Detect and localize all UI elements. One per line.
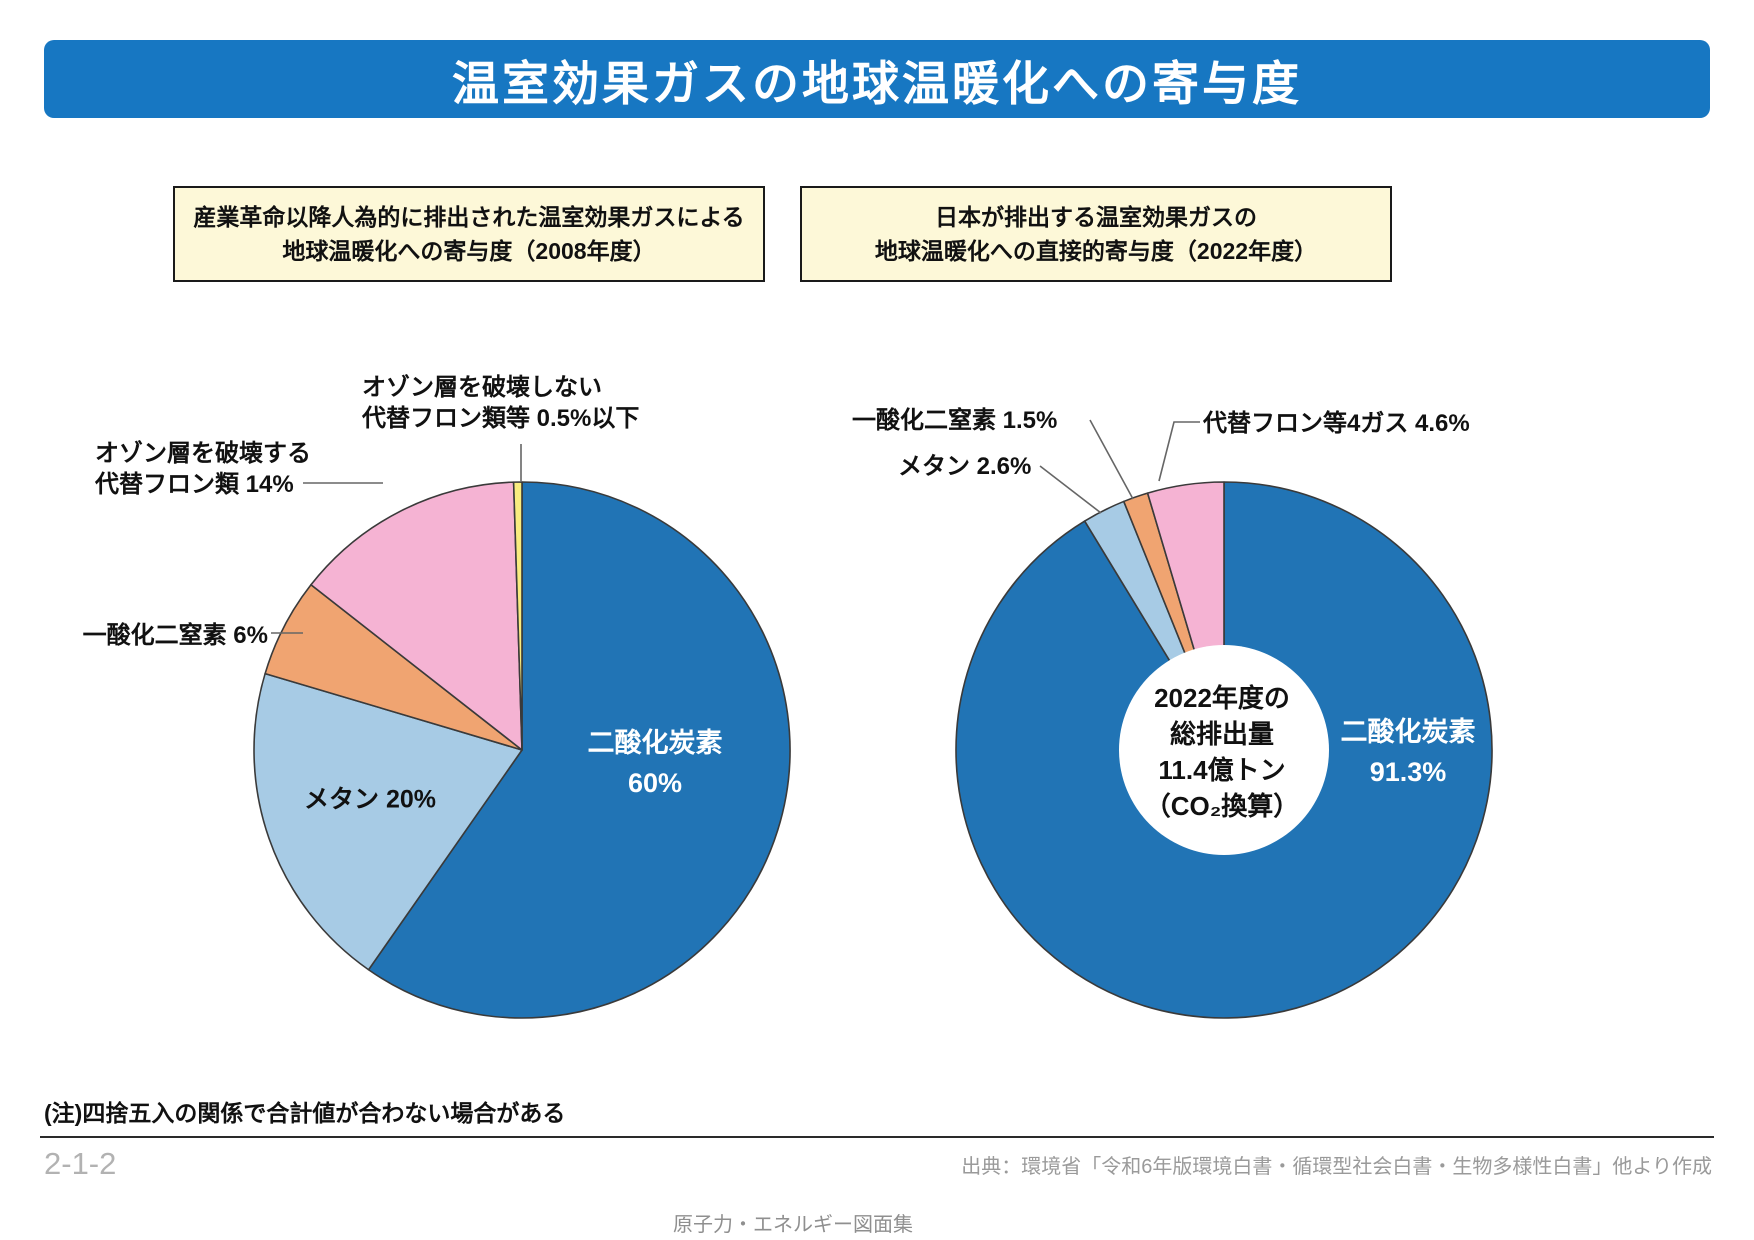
right-chart-title-line2: 地球温暖化への直接的寄与度（2022年度） xyxy=(874,238,1318,264)
label-n2o-left: 一酸化二窒素 6% xyxy=(82,622,268,649)
label-co2-left: 二酸化炭素 60% xyxy=(587,728,723,798)
pie-slice-二酸化炭素 xyxy=(955,481,1493,1019)
right-chart-title-line1: 日本が排出する温室効果ガスの xyxy=(935,204,1257,230)
donut-hole xyxy=(1119,645,1329,855)
pie-slice-オゾン層を破壊する代替フロン類 xyxy=(310,481,523,751)
right-donut-chart xyxy=(955,481,1493,1019)
page-title: 温室効果ガスの地球温暖化への寄与度 xyxy=(44,40,1710,118)
rounding-note: (注)四捨五入の関係で合計値が合わない場合がある xyxy=(44,1100,566,1126)
source-attribution: 出典：環境省「令和6年版環境白書・循環型社会白書・生物多様性白書」他より作成 xyxy=(961,1156,1712,1178)
label-methane-right: メタン 2.6% xyxy=(898,453,1032,480)
label-methane-left: メタン 20% xyxy=(304,785,436,814)
label-ozone-safe: オゾン層を破壊しない 代替フロン類等 0.5%以下 xyxy=(362,374,640,432)
pie-slice-メタン xyxy=(253,672,523,971)
right-chart-title-box: 日本が排出する温室効果ガスの 地球温暖化への直接的寄与度（2022年度） xyxy=(800,186,1392,282)
page-number: 2-1-2 xyxy=(44,1146,117,1181)
label-n2o-right: 一酸化二窒素 1.5% xyxy=(852,407,1058,434)
leader-hfc xyxy=(1158,421,1200,482)
label-hfc: 代替フロン等4ガス 4.6% xyxy=(1203,410,1470,437)
left-chart-title-line2: 地球温暖化への寄与度（2008年度） xyxy=(282,238,656,264)
leader-lines xyxy=(271,419,1200,634)
leader-methane-right xyxy=(1039,465,1102,514)
label-co2-right: 二酸化炭素 91.3% xyxy=(1340,717,1476,787)
publication-name: 原子力・エネルギー図面集 xyxy=(673,1214,913,1236)
pie-slice-オゾン層を破壊しない代替フロン類等 xyxy=(512,481,523,751)
footer-divider xyxy=(40,1136,1714,1138)
left-chart-title-box: 産業革命以降人為的に排出された温室効果ガスによる 地球温暖化への寄与度（2008… xyxy=(173,186,765,282)
leader-n2o-right xyxy=(1089,419,1134,500)
label-ozone-depleting: オゾン層を破壊する 代替フロン類 14% xyxy=(95,440,311,498)
left-pie-chart xyxy=(253,481,791,1019)
pie-slice-二酸化炭素 xyxy=(367,481,791,1019)
left-chart-title-line1: 産業革命以降人為的に排出された温室効果ガスによる xyxy=(193,204,745,230)
donut-center-label: 2022年度の 総排出量 11.4億トン （CO₂換算） xyxy=(1144,683,1300,821)
